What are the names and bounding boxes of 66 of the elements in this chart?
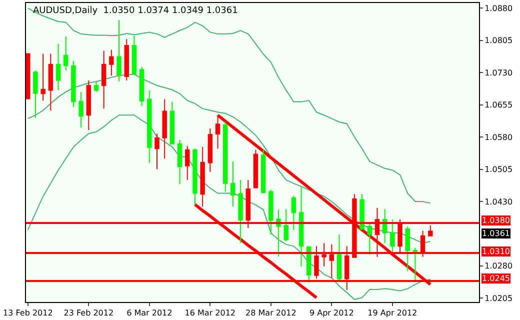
y-tick-label: 1.0505 bbox=[484, 165, 513, 174]
candlestick bbox=[147, 90, 152, 164]
candlestick bbox=[208, 128, 213, 172]
candlestick bbox=[268, 189, 274, 236]
line-series bbox=[27, 114, 431, 300]
candlestick bbox=[177, 140, 182, 185]
candlestick bbox=[132, 35, 137, 75]
candlestick bbox=[230, 161, 236, 208]
candlestick bbox=[253, 149, 258, 189]
candlestick bbox=[238, 179, 243, 244]
candlestick bbox=[382, 208, 388, 244]
x-tick-label: 6 Mar 2012 bbox=[126, 308, 172, 318]
candlestick bbox=[405, 226, 410, 272]
x-tick-label: 28 Mar 2012 bbox=[246, 308, 296, 318]
candlestick bbox=[154, 133, 160, 170]
candlestick bbox=[412, 247, 418, 282]
ref-line-label: 1.0380 bbox=[482, 216, 510, 225]
candlestick bbox=[124, 38, 129, 81]
candlestick bbox=[40, 53, 46, 102]
candlestick bbox=[291, 195, 296, 230]
candlestick bbox=[200, 146, 205, 208]
x-tick-label: 13 Feb 2012 bbox=[3, 308, 53, 318]
candlestick bbox=[306, 246, 312, 284]
candlestick bbox=[26, 53, 30, 100]
candlestick bbox=[284, 208, 288, 242]
ref-line-label: 1.0310 bbox=[482, 247, 510, 256]
line-series bbox=[27, 74, 431, 244]
chart-title: AUDUSD,Daily 1.0350 1.0374 1.0349 1.0361 bbox=[33, 6, 238, 16]
y-tick-label: 1.0880 bbox=[484, 4, 513, 13]
candlestick bbox=[336, 234, 342, 282]
y-tick-label: 1.0280 bbox=[484, 262, 513, 271]
candlestick bbox=[139, 66, 144, 107]
y-tick-label: 1.0655 bbox=[484, 100, 513, 110]
candlestick bbox=[162, 98, 167, 160]
y-tick-label: 1.0805 bbox=[484, 36, 513, 46]
y-tick-label: 1.0430 bbox=[484, 197, 513, 206]
candlestick bbox=[360, 194, 364, 230]
line-series bbox=[27, 8, 431, 204]
candlestick bbox=[170, 101, 175, 144]
candlestick bbox=[48, 53, 54, 111]
y-tick-label: 1.0730 bbox=[484, 68, 513, 78]
x-tick-label: 16 Mar 2012 bbox=[184, 308, 236, 318]
candlestick bbox=[367, 222, 372, 256]
candlestick bbox=[390, 219, 395, 254]
ref-line-label: 1.0245 bbox=[482, 274, 510, 283]
x-tick-label: 19 Apr 2012 bbox=[368, 308, 418, 318]
candlestick bbox=[109, 49, 114, 76]
y-tick-label: 1.0580 bbox=[484, 132, 513, 142]
candlestick bbox=[33, 70, 38, 118]
candlestick bbox=[78, 91, 84, 128]
candlestick bbox=[71, 60, 76, 108]
candlestick bbox=[94, 82, 99, 92]
candlestick bbox=[192, 148, 198, 206]
text: 1.0361 bbox=[482, 229, 510, 238]
y-tick-label: 1.0205 bbox=[484, 294, 513, 303]
candlestick bbox=[185, 146, 190, 180]
candlestick bbox=[222, 122, 228, 192]
candlestick bbox=[101, 50, 106, 110]
candlestick bbox=[86, 80, 92, 131]
x-tick-label: 23 Feb 2012 bbox=[64, 308, 114, 318]
candlestick bbox=[298, 186, 304, 267]
candlestick bbox=[116, 20, 122, 82]
candlestick bbox=[260, 149, 266, 194]
x-tick-label: 9 Apr 2012 bbox=[309, 308, 354, 318]
candlestick bbox=[56, 43, 61, 91]
candlestick bbox=[64, 36, 68, 71]
